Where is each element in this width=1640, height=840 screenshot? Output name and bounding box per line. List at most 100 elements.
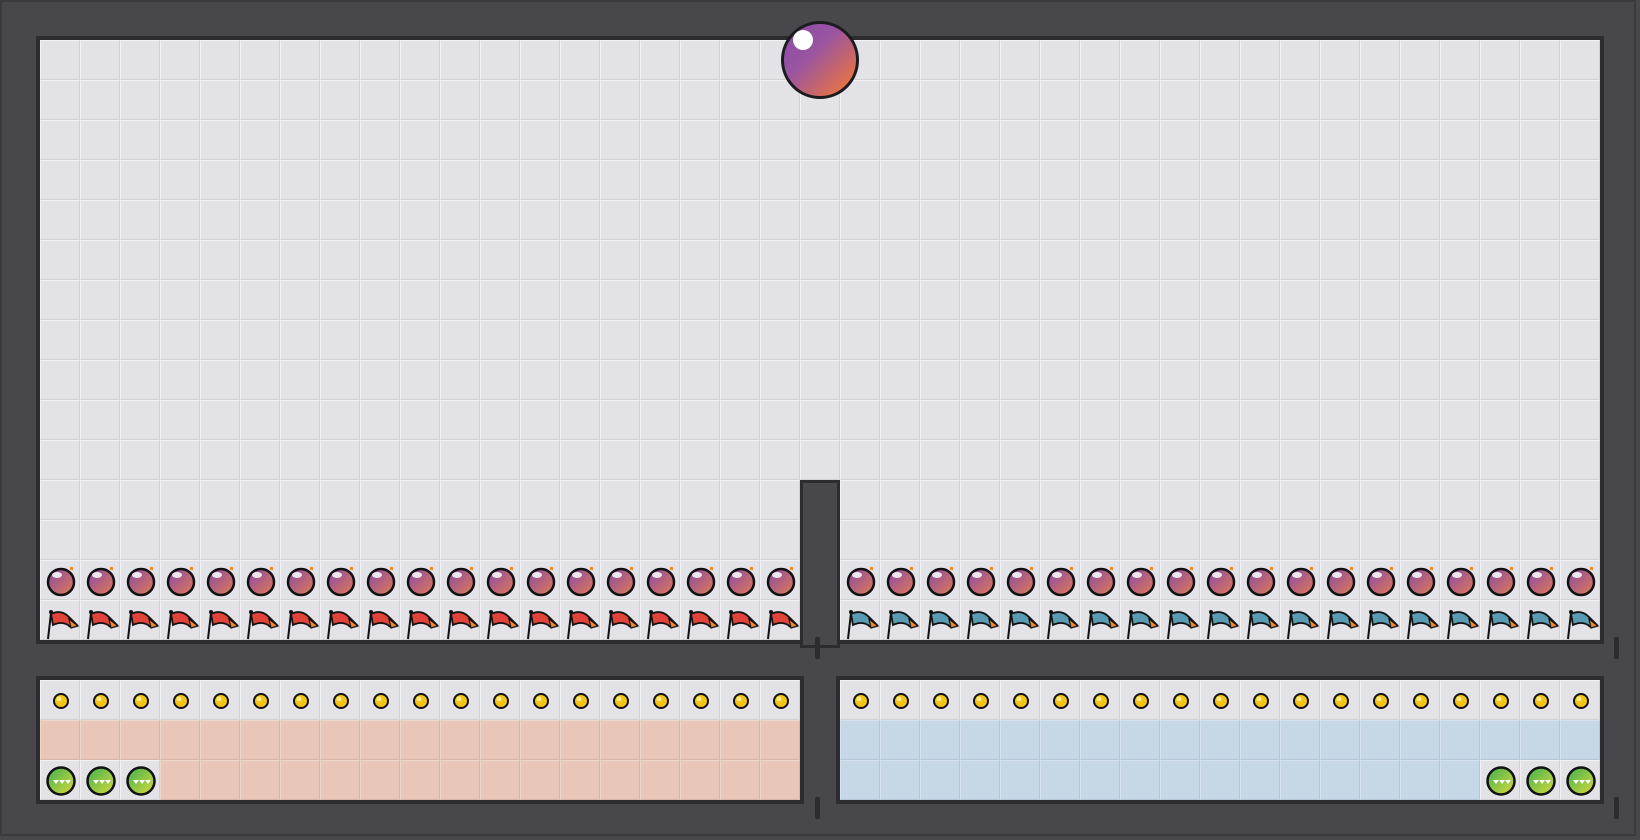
grid-cell[interactable] [560,520,600,560]
grid-cell[interactable] [680,320,720,360]
grid-cell[interactable] [1320,200,1360,240]
grid-cell[interactable] [1200,320,1240,360]
grid-cell[interactable] [960,520,1000,560]
grid-cell[interactable] [600,320,640,360]
grid-cell[interactable] [200,280,240,320]
grid-cell[interactable] [400,320,440,360]
grid-cell[interactable] [1320,320,1360,360]
grid-cell[interactable] [600,280,640,320]
grid-cell[interactable] [520,160,560,200]
grid-cell[interactable] [520,400,560,440]
grid-cell[interactable] [960,360,1000,400]
grid-cell[interactable] [1200,360,1240,400]
grid-cell[interactable] [640,520,680,560]
grid-cell[interactable] [40,320,80,360]
grid-cell[interactable] [520,280,560,320]
grid-cell[interactable] [840,160,880,200]
flag-cell[interactable] [720,600,760,640]
grid-cell[interactable] [440,40,480,80]
grid-cell[interactable] [240,240,280,280]
grid-cell[interactable] [1000,120,1040,160]
grid-cell[interactable] [280,520,320,560]
grid-cell[interactable] [1000,320,1040,360]
grid-cell[interactable] [520,40,560,80]
grid-cell[interactable] [1280,120,1320,160]
grid-cell[interactable] [1520,320,1560,360]
bomb-cell[interactable] [440,560,480,600]
grid-cell[interactable] [1200,160,1240,200]
grid-cell[interactable] [1440,360,1480,400]
grid-cell[interactable] [240,160,280,200]
grid-cell[interactable] [1320,440,1360,480]
flag-cell[interactable] [1040,600,1080,640]
bomb-cell[interactable] [880,560,920,600]
grid-cell[interactable] [1320,400,1360,440]
grid-cell[interactable] [920,480,960,520]
flag-cell[interactable] [440,600,480,640]
grid-cell[interactable] [1000,40,1040,80]
grid-cell[interactable] [560,200,600,240]
grid-cell[interactable] [1360,240,1400,280]
grid-cell[interactable] [800,120,840,160]
grid-cell[interactable] [1160,80,1200,120]
bomb-cell[interactable] [1160,560,1200,600]
grid-cell[interactable] [280,400,320,440]
grid-cell[interactable] [520,80,560,120]
grid-cell[interactable] [920,320,960,360]
grid-cell[interactable] [480,480,520,520]
grid-cell[interactable] [160,520,200,560]
grid-cell[interactable] [200,40,240,80]
grid-cell[interactable] [240,480,280,520]
grid-cell[interactable] [1080,480,1120,520]
grid-cell[interactable] [120,200,160,240]
grid-cell[interactable] [1080,280,1120,320]
flag-cell[interactable] [400,600,440,640]
grid-cell[interactable] [1400,400,1440,440]
grid-cell[interactable] [760,200,800,240]
grid-cell[interactable] [80,320,120,360]
grid-cell[interactable] [840,520,880,560]
grid-cell[interactable] [960,320,1000,360]
grid-cell[interactable] [960,120,1000,160]
grid-cell[interactable] [1240,520,1280,560]
grid-cell[interactable] [920,400,960,440]
grid-cell[interactable] [280,280,320,320]
grid-cell[interactable] [1200,520,1240,560]
grid-cell[interactable] [1280,200,1320,240]
grid-cell[interactable] [1280,480,1320,520]
grid-cell[interactable] [320,320,360,360]
grid-cell[interactable] [680,400,720,440]
grid-cell[interactable] [1240,40,1280,80]
grid-cell[interactable] [1040,280,1080,320]
flag-cell[interactable] [280,600,320,640]
grid-cell[interactable] [680,360,720,400]
grid-cell[interactable] [1520,280,1560,320]
grid-cell[interactable] [320,80,360,120]
bomb-cell[interactable] [160,560,200,600]
grid-cell[interactable] [600,80,640,120]
grid-cell[interactable] [520,440,560,480]
grid-cell[interactable] [520,120,560,160]
grid-cell[interactable] [1080,240,1120,280]
flag-cell[interactable] [1520,600,1560,640]
grid-cell[interactable] [40,240,80,280]
flag-cell[interactable] [840,600,880,640]
green-ball-cell[interactable] [40,760,80,800]
grid-cell[interactable] [360,520,400,560]
grid-cell[interactable] [400,240,440,280]
grid-cell[interactable] [1480,200,1520,240]
bomb-cell[interactable] [760,560,800,600]
grid-cell[interactable] [1360,320,1400,360]
grid-cell[interactable] [1280,280,1320,320]
grid-cell[interactable] [200,240,240,280]
grid-cell[interactable] [960,80,1000,120]
grid-cell[interactable] [1480,240,1520,280]
grid-cell[interactable] [1120,120,1160,160]
bomb-cell[interactable] [1480,560,1520,600]
grid-cell[interactable] [920,360,960,400]
flag-cell[interactable] [480,600,520,640]
grid-cell[interactable] [1400,240,1440,280]
grid-cell[interactable] [1080,360,1120,400]
grid-cell[interactable] [280,320,320,360]
grid-cell[interactable] [1280,320,1320,360]
